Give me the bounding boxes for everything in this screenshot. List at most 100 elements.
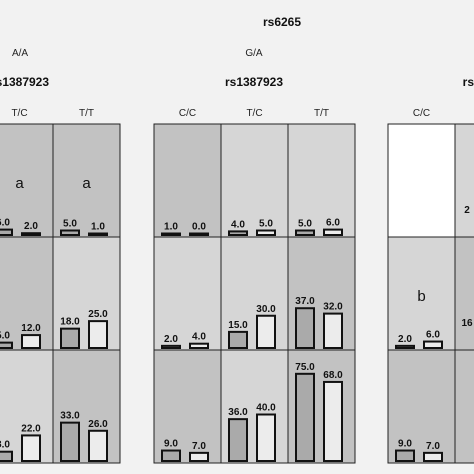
bar-value-label: 22.0: [21, 423, 41, 434]
snp-label: rs1387923: [225, 75, 283, 89]
bar-value-label: 7.0: [426, 441, 440, 452]
bar-value-label: 25.0: [88, 309, 108, 320]
bar-value-label: 7.0: [192, 441, 206, 452]
bar-value-label: 15.0: [228, 320, 248, 331]
bar: [88, 320, 108, 349]
chart-title: rs6265: [263, 15, 301, 29]
column-label: T/C: [11, 108, 27, 119]
bar: [189, 232, 209, 236]
bar-value-label: 4.0: [231, 219, 245, 230]
panel-cell: [153, 236, 222, 351]
bar: [295, 307, 315, 350]
bar-value-label: 4.0: [192, 332, 206, 343]
bar-value-label: 6.0: [0, 218, 10, 229]
bar: [21, 334, 41, 350]
panel-cell: [454, 123, 474, 238]
bar-value-label: 0.0: [192, 222, 206, 233]
bar: [295, 229, 315, 236]
bar-value-label: 2.0: [398, 334, 412, 345]
genotype-label: G/A: [245, 48, 263, 59]
column-label: T/C: [246, 108, 262, 119]
bar: [21, 434, 41, 462]
bar-value-label: 12.0: [21, 323, 41, 334]
bar-value-label: 1.0: [164, 222, 178, 233]
panel-cell: [287, 123, 356, 238]
significance-letter: a: [82, 175, 91, 192]
bar: [228, 230, 248, 236]
bar-value-label: 6.0: [426, 330, 440, 341]
bar: [323, 312, 343, 350]
bar-value-label: 68.0: [323, 370, 343, 381]
bar-value-label: 2: [464, 205, 470, 216]
bar: [161, 449, 181, 463]
panel-cell: [387, 236, 456, 351]
panels: A/Ars1387923T/C6.02.0a5.012.08.022.0T/T5…: [0, 48, 474, 464]
bar: [323, 380, 343, 463]
bar: [0, 450, 13, 463]
bar-value-label: 9.0: [398, 439, 412, 450]
bar-value-label: 5.0: [298, 219, 312, 230]
bar: [21, 232, 41, 236]
significance-letter: a: [15, 175, 24, 192]
bar: [60, 327, 80, 349]
bar: [161, 232, 181, 236]
panel-cell: [52, 123, 121, 238]
bar: [60, 229, 80, 236]
bar-value-label: 2.0: [24, 221, 38, 232]
bar: [228, 330, 248, 349]
bar: [60, 421, 80, 463]
bar: [323, 228, 343, 237]
panel-cell: [0, 123, 54, 238]
genotype-label: A/A: [12, 48, 28, 59]
panel-cell: [52, 236, 121, 351]
panel-cell: [454, 349, 474, 464]
panel-group-0: A/A rs1387923 T/C 6.0 2.0 a 5.0 12.0 8.0 22.0 T/T 5…: [0, 48, 121, 464]
bar: [423, 340, 443, 349]
bar: [0, 341, 13, 349]
panel-cell: [153, 123, 222, 238]
bar: [88, 232, 108, 236]
bar-value-label: 37.0: [295, 296, 315, 307]
bar-value-label: 5.0: [0, 331, 10, 342]
bar-value-label: 1.0: [91, 222, 105, 233]
bar-value-label: 75.0: [295, 362, 315, 373]
bar: [256, 413, 276, 462]
bar: [295, 372, 315, 462]
bar-value-label: 30.0: [256, 304, 276, 315]
panel-cell: [454, 236, 474, 351]
bar-value-label: 8.0: [0, 440, 10, 451]
bar-value-label: 6.0: [326, 218, 340, 229]
panel-group-2: rs C/C 2.0 6.0 b 9.0 7.0 2 16: [387, 75, 474, 464]
bar: [189, 451, 209, 462]
bar: [88, 429, 108, 462]
bar: [228, 418, 248, 462]
snp-label: rs1387923: [0, 75, 49, 89]
bar: [0, 228, 13, 237]
bar-value-label: 5.0: [259, 219, 273, 230]
panel-cell: [153, 349, 222, 464]
significance-letter: b: [417, 288, 425, 305]
bar-value-label: 16: [461, 318, 473, 329]
bar-value-label: 9.0: [164, 439, 178, 450]
bar-value-label: 18.0: [60, 317, 80, 328]
panel-group-1: G/A rs1387923 C/C 1.0 0.0 2.0 4.0 9.0 7.0 T/C 4.0 5…: [153, 48, 356, 464]
panel-cell: [387, 123, 456, 238]
bar: [423, 451, 443, 462]
bar-value-label: 40.0: [256, 403, 276, 414]
bar-value-label: 36.0: [228, 407, 248, 418]
bar-value-label: 33.0: [60, 411, 80, 422]
column-label: C/C: [179, 108, 196, 119]
panel-cell: [387, 349, 456, 464]
column-label: T/T: [79, 108, 94, 119]
bar-value-label: 32.0: [323, 302, 343, 313]
bar: [395, 449, 415, 463]
bar: [395, 344, 415, 350]
bar: [256, 314, 276, 349]
bar: [161, 344, 181, 350]
bar-value-label: 5.0: [63, 219, 77, 230]
bar: [256, 229, 276, 236]
column-label: T/T: [314, 108, 329, 119]
bar-value-label: 2.0: [164, 334, 178, 345]
panel-cell: [0, 236, 54, 351]
